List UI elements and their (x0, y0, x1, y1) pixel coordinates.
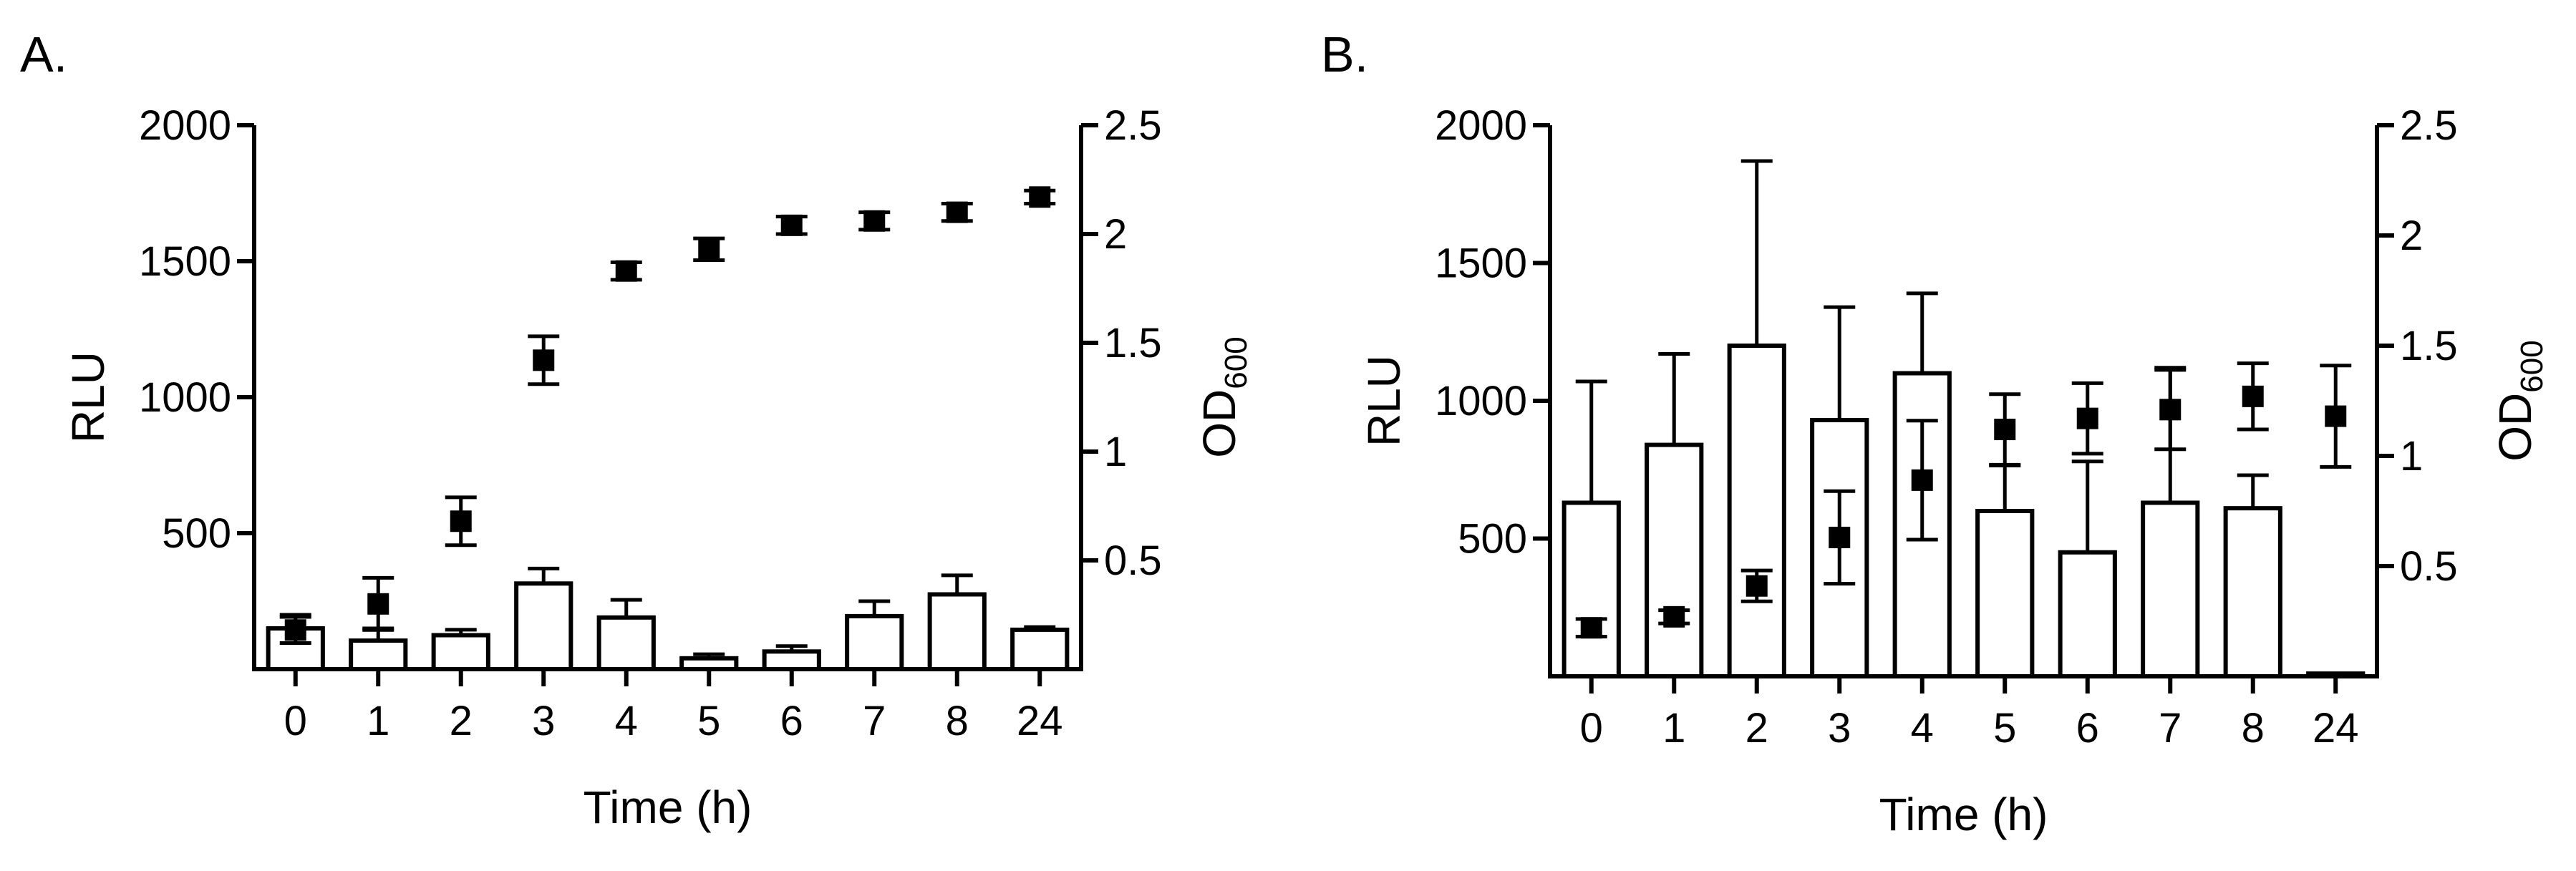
bar-rlu (2058, 550, 2117, 678)
y-axis-title-left: RLU (62, 351, 114, 443)
y-tick-label-right: 0.5 (2400, 543, 2458, 590)
y-tick-label-left: 2000 (1435, 102, 1527, 149)
point-od600 (2076, 407, 2098, 429)
y-tick-label-right: 1.5 (2400, 323, 2458, 369)
bar-rlu (431, 633, 490, 671)
point-od600 (1029, 186, 1051, 208)
point-od600 (1911, 469, 1933, 491)
point-od600 (2325, 405, 2347, 427)
bar-rlu (1975, 509, 2035, 678)
y-tick-label-right: 2 (2400, 213, 2423, 259)
point-od600 (284, 619, 306, 641)
y-tick-label-right: 2.5 (2400, 102, 2458, 149)
x-tick-label: 3 (1828, 705, 1851, 751)
point-od600 (946, 201, 968, 223)
point-od600 (1745, 575, 1768, 597)
x-tick-label: 6 (2076, 705, 2099, 751)
y-tick-label-left: 500 (162, 510, 231, 557)
x-axis-title: Time (h) (584, 782, 752, 833)
y-axis-title-right-main: OD (1193, 389, 1245, 458)
panel-letter: B. (1321, 26, 1368, 82)
point-od600 (2159, 399, 2182, 421)
x-tick-label: 8 (946, 698, 969, 744)
y-tick-label-left: 1500 (139, 238, 231, 285)
y-tick-label-right: 2 (1104, 211, 1127, 258)
y-tick-label-left: 1500 (1435, 240, 1527, 287)
point-od600 (450, 510, 472, 532)
y-tick-label-right: 1.5 (1104, 320, 1162, 366)
bar-rlu (514, 581, 573, 671)
y-tick-label-right: 1 (2400, 433, 2423, 480)
point-od600 (1829, 526, 1851, 548)
y-tick-label-left: 1000 (139, 374, 231, 421)
point-od600 (698, 238, 720, 261)
y-axis-title-right-subscript: 600 (1219, 336, 1254, 389)
x-tick-label: 24 (1017, 698, 1063, 744)
x-tick-label: 6 (780, 698, 803, 744)
y-axis-title-right: OD600 (2489, 340, 2550, 461)
x-tick-label: 5 (1993, 705, 2016, 751)
x-tick-label: 1 (1662, 705, 1685, 751)
x-tick-label: 5 (697, 698, 720, 744)
point-od600 (2242, 385, 2264, 407)
point-od600 (1580, 617, 1602, 639)
bar-rlu (1561, 500, 1621, 679)
bar-rlu (762, 649, 821, 671)
y-tick-label-right: 2.5 (1104, 102, 1162, 149)
x-tick-label: 7 (863, 698, 886, 744)
y-tick-label-left: 500 (1458, 516, 1527, 563)
x-tick-label: 2 (1745, 705, 1768, 751)
point-od600 (615, 260, 637, 282)
x-tick-label: 8 (2242, 705, 2265, 751)
point-od600 (533, 349, 555, 371)
y-tick-label-left: 2000 (139, 102, 231, 149)
x-tick-label: 24 (2313, 705, 2359, 751)
x-tick-label: 4 (615, 698, 638, 744)
bar-rlu (845, 613, 904, 672)
y-axis-title-right: OD600 (1193, 336, 1254, 457)
bar-rlu (1645, 442, 1704, 678)
bar-rlu (596, 615, 656, 671)
chart-panel-1: B. 500 1000 1500 2000 0.5 1 1.5 2 2.5 0 1 2 3 4 5 6 7 8 24 T… (1321, 26, 2550, 840)
x-tick-label: 0 (284, 698, 307, 744)
chart-panel-0: A. 500 1000 1500 2000 0.5 1 1.5 2 2.5 0 1 2 3 4 5 6 7 8 24 T… (20, 26, 1254, 833)
point-od600 (367, 593, 389, 615)
point-od600 (780, 214, 803, 236)
x-axis-title: Time (h) (1879, 789, 2048, 840)
bar-rlu (2141, 500, 2200, 679)
y-tick-label-right: 0.5 (1104, 537, 1162, 584)
x-tick-label: 2 (450, 698, 473, 744)
bar-rlu (1010, 627, 1070, 672)
y-axis-title-left: RLU (1358, 355, 1410, 447)
y-tick-label-right: 1 (1104, 429, 1127, 475)
bar-rlu (1727, 344, 1786, 678)
y-axis-title-right-subscript: 600 (2514, 340, 2550, 392)
x-tick-label: 3 (532, 698, 555, 744)
point-od600 (1663, 605, 1685, 628)
y-axis-title-right-main: OD (2489, 393, 2541, 462)
panel-letter: A. (20, 26, 67, 82)
x-tick-label: 0 (1580, 705, 1603, 751)
point-od600 (1994, 419, 2016, 441)
x-tick-label: 1 (367, 698, 389, 744)
x-tick-label: 7 (2159, 705, 2182, 751)
y-tick-label-left: 1000 (1435, 378, 1527, 424)
point-od600 (863, 210, 886, 232)
x-tick-label: 4 (1911, 705, 1934, 751)
bar-rlu (927, 592, 987, 671)
bar-rlu (349, 638, 408, 671)
bar-rlu (2223, 506, 2282, 679)
